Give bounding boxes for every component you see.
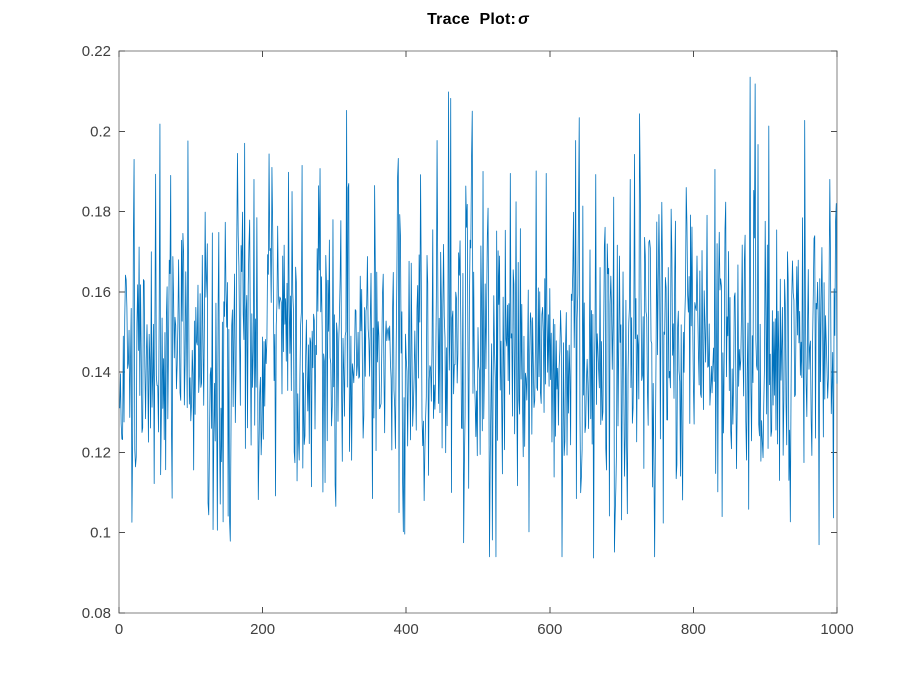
x-tick-label: 400 <box>394 621 419 638</box>
y-tick-label: 0.18 <box>82 204 111 221</box>
chart-title-text: Trace Plot: <box>427 11 517 28</box>
y-tick-label: 0.2 <box>90 123 111 140</box>
y-tick-label: 0.12 <box>82 444 111 461</box>
x-tick-label: 600 <box>537 621 562 638</box>
x-tick-label: 0 <box>115 621 123 638</box>
x-tick-label: 1000 <box>820 621 853 638</box>
x-tick-label: 800 <box>681 621 706 638</box>
y-tick-label: 0.14 <box>82 364 111 381</box>
y-tick-label: 0.08 <box>82 605 111 622</box>
y-tick-label: 0.22 <box>82 43 111 60</box>
x-tick-label: 200 <box>250 621 275 638</box>
trace-line <box>119 76 838 559</box>
chart-title-sigma-symbol: σ <box>518 11 529 28</box>
y-tick-label: 0.16 <box>82 284 111 301</box>
chart-title: Trace Plot: σ <box>119 11 837 29</box>
y-tick-label: 0.1 <box>90 525 111 542</box>
